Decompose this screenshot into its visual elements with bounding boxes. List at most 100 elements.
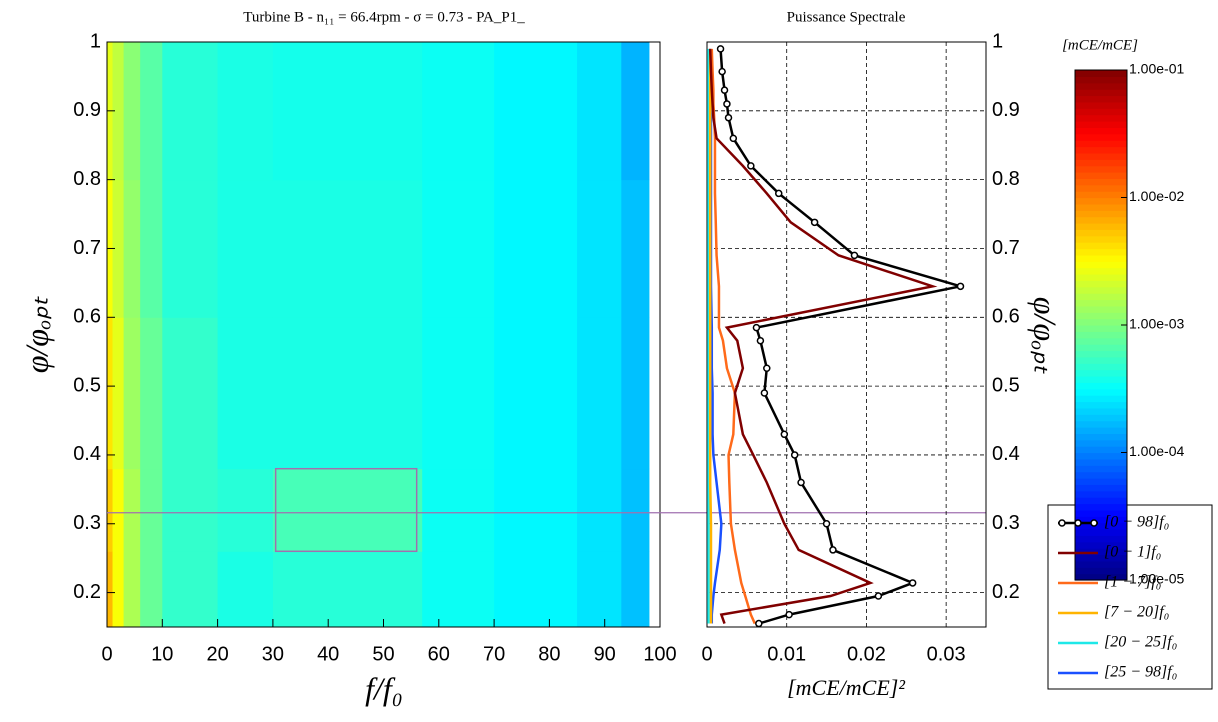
- heatmap-cell: [162, 551, 219, 628]
- series-marker: [874, 592, 883, 600]
- colorbar-segment: [1075, 152, 1127, 160]
- colorbar-segment: [1075, 235, 1127, 243]
- x-tick-label: 10: [151, 643, 173, 665]
- heatmap-cell: [140, 551, 163, 628]
- heatmap-cell: [422, 42, 495, 181]
- colorbar-segment: [1075, 478, 1127, 485]
- x-tick-label: 0.01: [767, 643, 806, 665]
- y-tick-label: 1: [992, 30, 1003, 52]
- colorbar-segment: [1075, 261, 1127, 269]
- colorbar-segment: [1075, 554, 1127, 562]
- series-marker: [760, 389, 769, 397]
- series-marker: [756, 336, 765, 345]
- colorbar-segment: [1075, 312, 1127, 320]
- colorbar-segment: [1075, 305, 1127, 313]
- series-marker: [718, 67, 726, 76]
- heatmap-cell: [494, 42, 578, 181]
- heatmap-cell: [123, 317, 141, 470]
- series-marker: [752, 323, 761, 332]
- colorbar-segment: [1075, 159, 1127, 167]
- series-marker: [723, 100, 731, 108]
- colorbar-segment: [1075, 82, 1127, 90]
- heatmap-cell: [123, 42, 141, 181]
- colorbar-segment: [1075, 197, 1127, 205]
- colorbar-segment: [1075, 254, 1127, 262]
- colorbar-segment: [1075, 446, 1127, 454]
- legend-label: [0 − 98]f₀: [1104, 514, 1169, 531]
- series-marker: [729, 134, 738, 143]
- heatmap-cell: [422, 317, 495, 470]
- heatmap-cell: [272, 317, 423, 470]
- colorbar-segment: [1075, 350, 1127, 358]
- series-marker: [747, 162, 755, 170]
- colorbar-segment: [1075, 210, 1127, 218]
- x-tick-label: 0.03: [927, 643, 966, 665]
- y-tick-label: 0.2: [73, 581, 101, 603]
- colorbar-segment: [1075, 407, 1127, 415]
- colorbar-segment: [1075, 216, 1127, 224]
- x-tick-label: 20: [206, 643, 228, 665]
- colorbar-segment: [1075, 242, 1127, 250]
- x-tick-label: 0: [101, 643, 112, 665]
- colorbar-segment: [1075, 293, 1127, 301]
- heatmap-cell: [123, 551, 141, 628]
- colorbar-segment: [1075, 471, 1127, 479]
- x-tick-label: 90: [594, 643, 616, 665]
- x-tick-label: 80: [538, 643, 560, 665]
- x-tick-label: 60: [428, 643, 450, 665]
- colorbar-segment: [1075, 76, 1127, 84]
- colorbar-segment: [1075, 140, 1127, 148]
- heatmap-cell: [577, 317, 622, 470]
- heatmap-cell: [494, 317, 578, 470]
- colorbar-segment: [1075, 191, 1127, 199]
- series-marker: [956, 282, 965, 291]
- series-marker: [790, 451, 799, 459]
- colorbar-segment: [1075, 497, 1127, 505]
- x-tick-label: 100: [643, 643, 676, 665]
- colorbar-segment: [1075, 178, 1127, 186]
- legend-label: [20 − 25]f₀: [1104, 634, 1177, 651]
- colorbar-tick-label: 1.00e-05: [1129, 571, 1184, 587]
- colorbar-segment: [1075, 344, 1127, 352]
- y-tick-label: 0.9: [992, 99, 1020, 121]
- heatmap-cell: [272, 468, 423, 552]
- legend-label: [0 − 1]f₀: [1104, 544, 1161, 561]
- heatmap-cell: [577, 179, 622, 318]
- colorbar-segment: [1075, 567, 1127, 575]
- heatmap-cell: [272, 42, 423, 181]
- y-tick-label: 1: [90, 30, 101, 52]
- y-tick-label: 0.6: [992, 306, 1020, 328]
- heatmap-cell: [162, 468, 219, 552]
- colorbar-segment: [1075, 203, 1127, 211]
- colorbar-segment: [1075, 548, 1127, 556]
- heatmap-cell: [107, 468, 114, 552]
- heatmap-cell: [494, 179, 578, 318]
- colorbar-segment: [1075, 337, 1127, 345]
- series-marker: [774, 189, 783, 198]
- colorbar-segment: [1075, 401, 1127, 409]
- heatmap-cell: [140, 179, 163, 318]
- colorbar-segment: [1075, 101, 1127, 109]
- colorbar-segment: [1075, 165, 1127, 173]
- colorbar-segment: [1075, 325, 1127, 332]
- series-marker: [755, 619, 763, 628]
- legend-label: [25 − 98]f₀: [1104, 664, 1177, 681]
- colorbar-segment: [1075, 560, 1127, 568]
- colorbar-segment: [1075, 146, 1127, 154]
- y-tick-label: 0.4: [992, 443, 1020, 465]
- colorbar-segment: [1075, 458, 1127, 466]
- heatmap-cell: [107, 551, 114, 628]
- y-tick-label: 0.9: [73, 99, 101, 121]
- colorbar-segment: [1075, 229, 1127, 237]
- heatmap-cell: [140, 42, 163, 181]
- series-marker: [908, 579, 917, 587]
- x-tick-label: 0.02: [847, 643, 886, 665]
- colorbar-segment: [1075, 356, 1127, 364]
- heatmap-cell: [621, 179, 650, 318]
- colorbar-segment: [1075, 114, 1127, 122]
- x-axis-label: [mCE/mCE]²: [787, 675, 905, 700]
- x-tick-label: 30: [262, 643, 284, 665]
- heatmap-cell: [112, 42, 125, 181]
- legend-box: [1047, 504, 1213, 690]
